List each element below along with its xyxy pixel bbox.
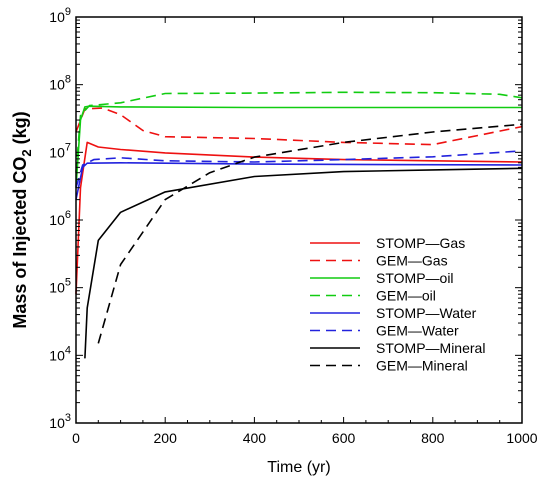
series-line-6	[84, 167, 523, 359]
series-layer	[75, 91, 523, 359]
y-tick-label: 104	[49, 344, 71, 363]
series-line-2	[75, 105, 522, 188]
x-tick-label: 800	[421, 430, 445, 446]
x-axis: 0 200 400 600 800 1000	[72, 17, 538, 446]
x-tick-label: 1000	[506, 430, 537, 446]
series-line-4	[75, 162, 523, 200]
x-tick-label: 200	[154, 430, 178, 446]
y-tick-label: 105	[49, 277, 71, 296]
series-line-7	[97, 123, 523, 344]
y-tick-label: 103	[49, 412, 71, 431]
legend-label: STOMP—Water	[376, 305, 477, 321]
legend-label: STOMP—Mineral	[376, 340, 485, 356]
y-axis-label: Mass of Injected CO2 (kg)	[10, 111, 34, 328]
legend-label: GEM—oil	[376, 288, 436, 304]
series-line-5	[75, 150, 523, 188]
legend-label: GEM—Mineral	[376, 358, 468, 374]
x-tick-label: 0	[72, 430, 80, 446]
legend-label: STOMP—oil	[376, 270, 454, 286]
x-axis-label: Time (yr)	[267, 459, 330, 476]
legend-label: STOMP—Gas	[376, 235, 465, 251]
legend-label: GEM—Gas	[376, 253, 448, 269]
series-line-3	[75, 91, 523, 173]
x-tick-label: 600	[332, 430, 356, 446]
y-axis: 103 104 105 106 107 108 109	[49, 6, 522, 431]
series-line-1	[75, 107, 523, 146]
y-tick-label: 107	[49, 141, 71, 160]
legend-label: GEM—Water	[376, 323, 459, 339]
x-tick-label: 400	[243, 430, 267, 446]
y-tick-label: 106	[49, 209, 71, 228]
y-tick-label: 108	[49, 74, 71, 93]
y-tick-label: 109	[49, 6, 71, 25]
